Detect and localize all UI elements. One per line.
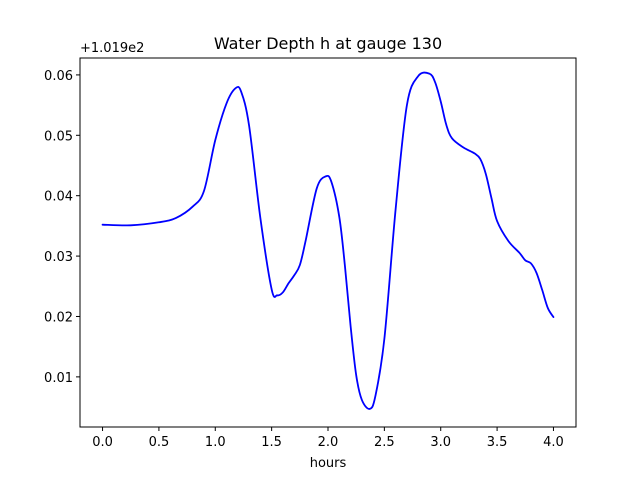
- series-line: [101, 71, 555, 410]
- x-tick-label: 0.5: [149, 435, 170, 450]
- x-tick-label: 3.0: [430, 435, 451, 450]
- x-tick-label: 3.5: [487, 435, 508, 450]
- ticks-layer: 0.0 0.5 1.0 1.5 2.0 2.5 3.0 3.5 4.0 0.01 0.02 0.03 0…: [44, 69, 564, 450]
- plot-frame: [79, 57, 577, 428]
- x-tick-label: 2.5: [374, 435, 395, 450]
- x-axis-title: hours: [310, 456, 347, 471]
- y-tick-label: 0.03: [44, 250, 73, 265]
- x-tick-label: 4.0: [543, 435, 564, 450]
- y-tick-label: 0.04: [44, 190, 73, 205]
- y-tick-label: 0.06: [44, 69, 73, 84]
- x-tick-label: 0.0: [92, 435, 113, 450]
- chart-title: Water Depth h at gauge 130: [214, 34, 442, 53]
- x-tick-label: 2.0: [318, 435, 339, 450]
- y-offset-label: +1.019e2: [80, 41, 144, 56]
- y-tick-label: 0.05: [44, 129, 73, 144]
- y-tick-label: 0.02: [44, 310, 73, 325]
- x-tick-label: 1.5: [261, 435, 282, 450]
- x-tick-label: 1.0: [205, 435, 226, 450]
- y-tick-label: 0.01: [44, 371, 73, 386]
